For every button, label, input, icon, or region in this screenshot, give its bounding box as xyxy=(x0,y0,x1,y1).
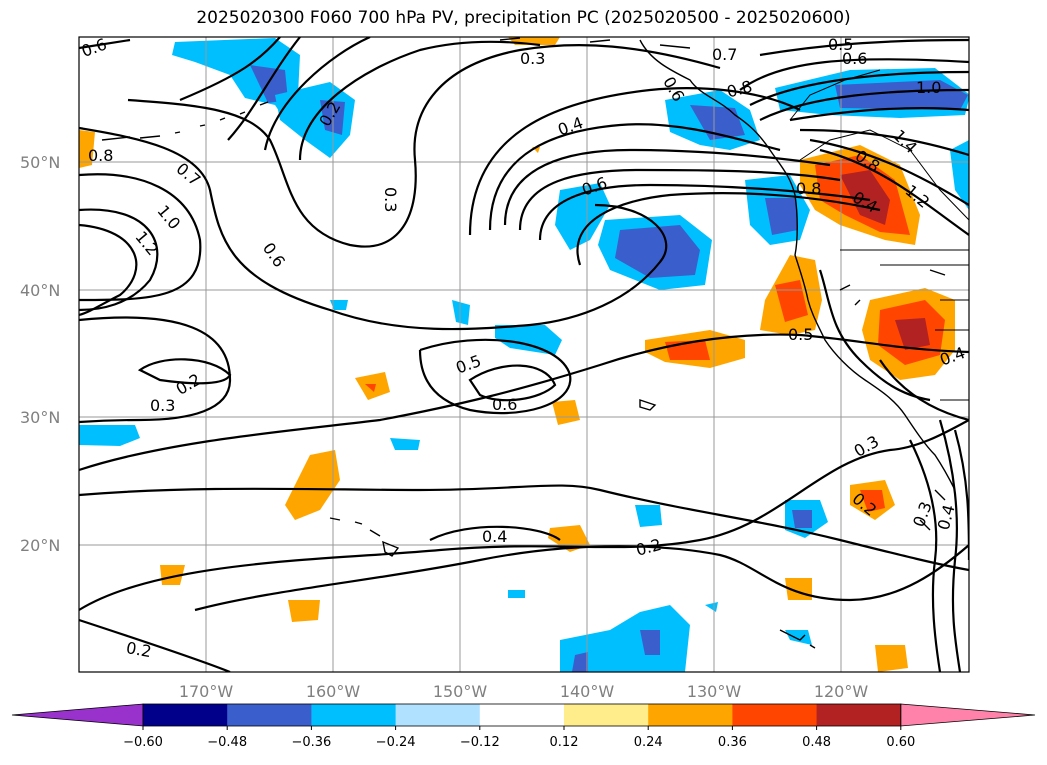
latitude-labels: 50°N 40°N 30°N 20°N xyxy=(20,153,60,555)
colorbar-outline xyxy=(142,703,902,727)
colorbar-segment xyxy=(311,704,397,726)
contour-label: 0.7 xyxy=(712,45,737,64)
colorbar-tick-label: −0.36 xyxy=(291,735,331,750)
map-frame xyxy=(78,36,970,673)
pv-contours xyxy=(79,37,969,672)
colorbar-tick-label: −0.24 xyxy=(376,735,416,750)
contour-label: 1.0 xyxy=(916,78,941,97)
lat-label: 50°N xyxy=(20,153,60,172)
lat-label: 30°N xyxy=(20,408,60,427)
longitude-labels: 170°W 160°W 150°W 140°W 130°W 120°W xyxy=(179,682,869,701)
contour-label: 0.8 xyxy=(88,146,113,165)
lat-label: 20°N xyxy=(20,536,60,555)
contour-label: 0.3 xyxy=(381,187,400,212)
colorbar-tick-label: 0.48 xyxy=(802,735,831,750)
colorbar-tick-label: −0.48 xyxy=(207,735,247,750)
lon-label: 170°W xyxy=(179,682,234,701)
colorbar-segment xyxy=(564,704,649,726)
colorbar-tick-label: −0.12 xyxy=(460,735,500,750)
contour-label: 0.5 xyxy=(828,35,853,54)
colorbar-segment xyxy=(143,704,228,726)
colorbar-segment xyxy=(479,704,565,726)
colorbar-segment xyxy=(816,704,902,726)
lon-label: 120°W xyxy=(814,682,869,701)
contour-label: 0.3 xyxy=(520,49,545,68)
colorbar: −0.60 −0.48 −0.36 −0.24 −0.12 0.12 0.24 0.36 0.4… xyxy=(11,703,1036,750)
contour-label: 0.5 xyxy=(788,325,813,344)
lat-label: 40°N xyxy=(20,281,60,300)
chart-title: 2025020300 F060 700 hPa PV, precipitatio… xyxy=(196,8,851,28)
contour-label: 0.4 xyxy=(482,527,507,546)
colorbar-tick-label: 0.24 xyxy=(634,735,663,750)
colorbar-segment xyxy=(395,704,481,726)
colorbar-extend-min xyxy=(11,703,144,727)
contour-label: 0.2 xyxy=(125,638,153,661)
colorbar-tick-label: 0.12 xyxy=(550,735,579,750)
colorbar-tick-label: −0.60 xyxy=(123,735,163,750)
coastlines xyxy=(101,37,969,649)
colorbar-segment xyxy=(227,704,312,726)
lon-label: 140°W xyxy=(560,682,615,701)
lon-label: 150°W xyxy=(433,682,488,701)
lon-label: 130°W xyxy=(687,682,742,701)
colorbar-tick-label: 0.60 xyxy=(886,735,915,750)
negative-pc-shading xyxy=(79,38,969,672)
contour-label: 0.8 xyxy=(796,179,821,198)
contour-label: 0.6 xyxy=(79,34,109,61)
map-area: 0.6 0.3 0.7 0.5 0.6 1.0 0.2 0.4 0.8 0.6 … xyxy=(79,34,969,672)
colorbar-extend-max xyxy=(900,703,1036,727)
graticule xyxy=(79,37,969,672)
colorbar-tick-label: 0.36 xyxy=(718,735,747,750)
colorbar-segment xyxy=(648,704,733,726)
contour-label: 0.3 xyxy=(150,396,175,415)
colorbar-segment xyxy=(732,704,818,726)
lon-label: 160°W xyxy=(306,682,361,701)
contour-label: 0.6 xyxy=(842,49,867,68)
contour-label: 0.6 xyxy=(492,395,517,414)
